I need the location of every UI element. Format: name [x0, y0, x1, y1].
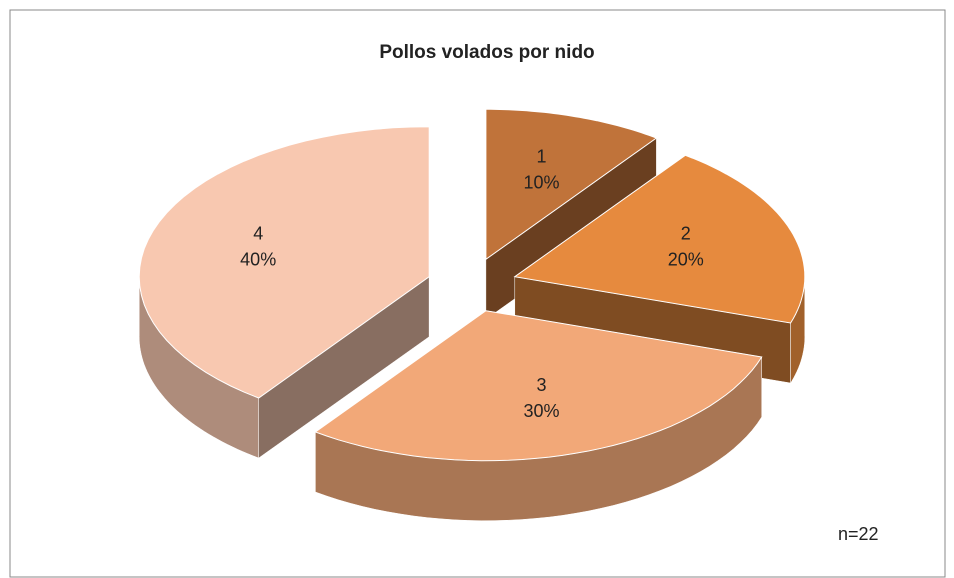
slice	[513, 154, 806, 324]
slice	[485, 108, 658, 261]
category-label: 3	[536, 375, 546, 395]
slice	[138, 126, 430, 399]
value-label: 10%	[523, 173, 559, 193]
value-label: 20%	[668, 250, 704, 270]
category-label: 1	[536, 147, 546, 167]
annotation: n=22	[838, 524, 879, 544]
category-label: 2	[681, 224, 691, 244]
slice	[314, 310, 763, 462]
value-label: 30%	[523, 401, 559, 421]
value-label: 40%	[240, 250, 276, 270]
chart-title: Pollos volados por nido	[379, 42, 594, 63]
category-label: 4	[253, 224, 263, 244]
